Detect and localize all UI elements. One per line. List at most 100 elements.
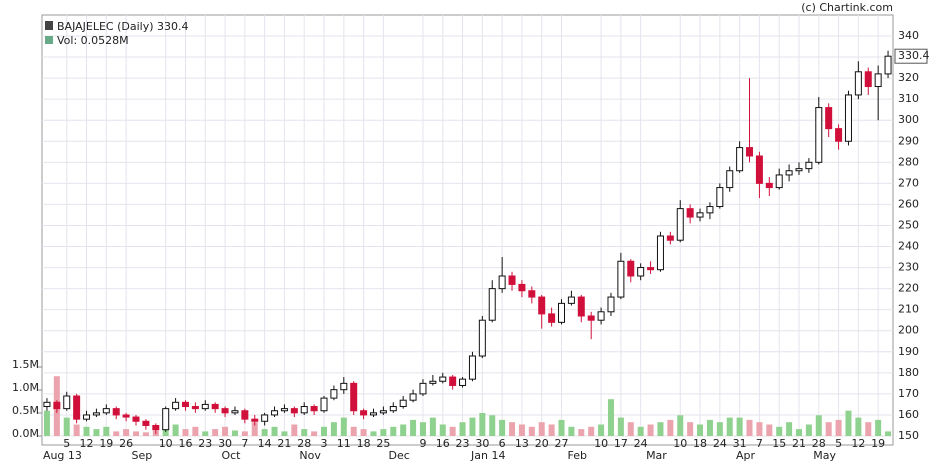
volume-bar (330, 422, 337, 436)
candle-body (251, 418, 259, 422)
volume-bar (43, 410, 50, 436)
candle-body (142, 420, 150, 426)
grid (42, 15, 893, 437)
candle-body (409, 393, 417, 401)
volume-bar (212, 429, 219, 436)
volume-bar (578, 429, 585, 436)
candle-body (835, 128, 843, 142)
x-tick-label: 27 (555, 437, 569, 450)
x-tick-label: 25 (376, 437, 390, 450)
volume-bar (390, 426, 397, 436)
y2-tick-label: 0.0M (12, 427, 39, 440)
candle-body (231, 410, 239, 414)
candle-body (488, 288, 496, 321)
volume-bar (469, 417, 476, 436)
y-tick-label: 340 (898, 29, 919, 42)
volume-bar (706, 419, 713, 436)
volume-bar (251, 422, 258, 436)
candle-body (132, 416, 140, 422)
candle-body (676, 208, 684, 241)
volume-bar (459, 422, 466, 436)
candle-body (271, 410, 279, 416)
y-tick-label: 210 (898, 303, 919, 316)
candle-body (369, 412, 377, 416)
x-tick-label: 6 (499, 437, 506, 450)
y-tick-label: 280 (898, 155, 919, 168)
volume-bar (400, 424, 407, 436)
volume-bar (509, 422, 516, 436)
volume-bar (885, 431, 892, 436)
volume-bar (93, 429, 100, 436)
y-tick-label: 290 (898, 134, 919, 147)
candle-body (221, 408, 229, 414)
candle-body (102, 408, 110, 414)
volume-bar (657, 422, 664, 436)
x-tick-label: 20 (535, 437, 549, 450)
candle-body (350, 382, 358, 412)
volume-bar (736, 417, 743, 436)
legend-icon (45, 21, 53, 30)
candle-body (775, 174, 783, 189)
x-tick-label: 7 (241, 437, 248, 450)
volume-bar (815, 415, 822, 436)
volume-bar (647, 424, 654, 436)
month-label: Aug 13 (43, 449, 82, 462)
volume-bar (142, 432, 149, 436)
y2-tick-label: 1.0M (12, 381, 39, 394)
month-label: Oct (221, 449, 241, 462)
last-price-box (894, 48, 928, 64)
month-label: Feb (568, 449, 587, 462)
x-tick-label: 12 (80, 437, 94, 450)
volume-bar (766, 424, 773, 436)
volume-bar (588, 426, 595, 436)
volume-bar (103, 426, 110, 436)
y-tick-label: 270 (898, 176, 919, 189)
volume-bar (439, 424, 446, 436)
x-tick-label: 21 (792, 437, 806, 450)
month-label: May (813, 449, 836, 462)
candle-body (478, 319, 486, 357)
volume-bar (360, 429, 367, 436)
candle-body (765, 182, 773, 189)
volume-bar (192, 426, 199, 436)
x-tick-label: 16 (436, 437, 450, 450)
candle-body (508, 275, 516, 285)
candle-body (429, 380, 437, 384)
y2-tick-label: 0.5M (12, 404, 39, 417)
y-tick-label: 180 (898, 366, 919, 379)
candle-body (528, 290, 536, 298)
x-tick-label: 24 (634, 437, 648, 450)
candle-body (785, 170, 793, 176)
x-tick-label: 28 (812, 437, 826, 450)
candle-body (389, 406, 397, 412)
volume-bar (786, 422, 793, 436)
candle-body (637, 267, 645, 277)
volume-bar (687, 422, 694, 436)
candle-body (844, 94, 852, 142)
volume-bar (825, 422, 832, 436)
x-tick-label: 3 (321, 437, 328, 450)
candle-body (558, 302, 566, 323)
volume-bar (271, 426, 278, 436)
candle-body (320, 397, 328, 412)
candle-body (310, 406, 318, 412)
volume-bar (63, 417, 70, 436)
volume-bar (598, 424, 605, 436)
candle-body (538, 296, 546, 315)
candle-body (587, 315, 595, 321)
candle-body (567, 296, 575, 304)
candle-body (162, 408, 170, 431)
x-tick-label: 18 (357, 437, 371, 450)
x-tick-label: 31 (733, 437, 747, 450)
volume-bar (756, 422, 763, 436)
x-tick-label: 16 (178, 437, 192, 450)
x-tick-label: 9 (419, 437, 426, 450)
y-tick-label: 170 (898, 387, 919, 400)
volume-bar (637, 426, 644, 436)
volume-bar (449, 426, 456, 436)
candle-body (379, 410, 387, 414)
volume-bar (518, 424, 525, 436)
y-tick-label: 260 (898, 197, 919, 210)
x-tick-label: 19 (871, 437, 885, 450)
volume-bar (776, 426, 783, 436)
